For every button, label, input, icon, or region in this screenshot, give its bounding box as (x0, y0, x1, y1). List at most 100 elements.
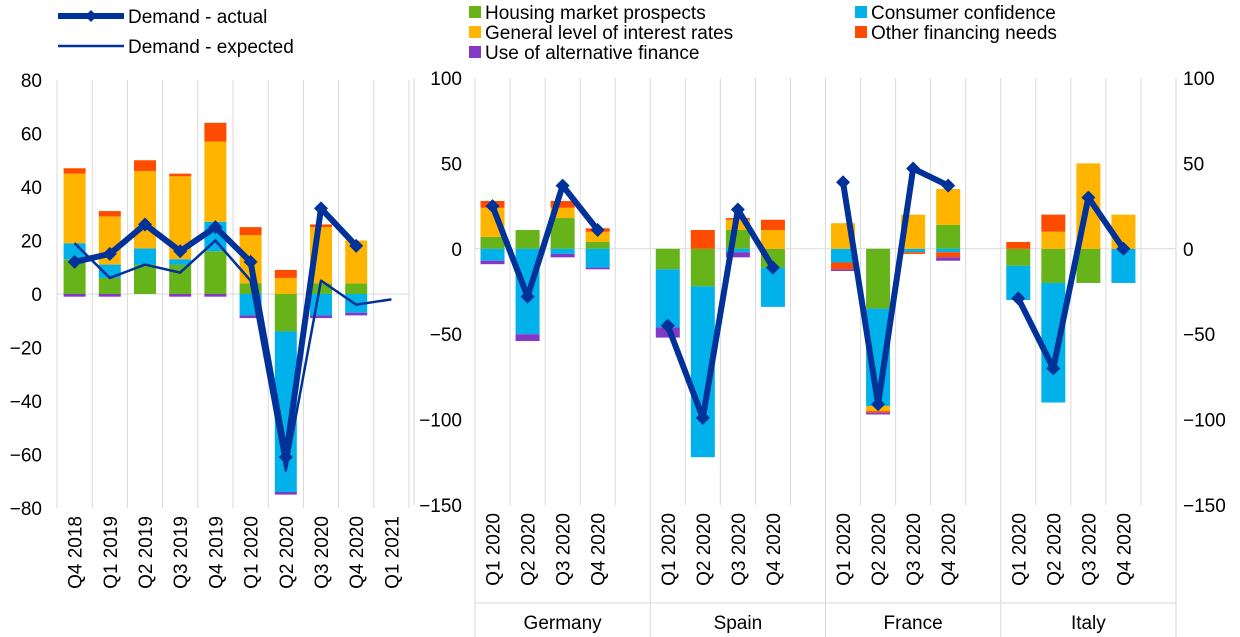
legend-label-other: Other financing needs (871, 23, 1057, 44)
y-tick-label-left-80: 80 (21, 71, 42, 92)
x-tick-label-left-8: Q4 2020 (347, 516, 368, 589)
bar-alt_finance-left-4 (204, 294, 227, 297)
y-tick-label-left-20: 20 (21, 232, 42, 253)
y-tick-label-right-left-100: 100 (430, 69, 462, 90)
x-tick-label-right-0-0: Q1 2020 (484, 513, 505, 586)
bar-other-left-3 (169, 173, 192, 177)
marker-actual-right-0-0 (485, 199, 500, 214)
x-tick-label-right-1-3: Q4 2020 (764, 513, 785, 586)
bar-other-right-2-3 (936, 252, 961, 258)
marker-actual-right-2-0 (836, 175, 851, 190)
bar-alt_finance-left-8 (345, 312, 368, 316)
y-tick-label-right-left-0: 0 (451, 240, 462, 261)
bar-housing-left-8 (345, 283, 368, 294)
bar-alt_finance-right-0-0 (480, 260, 505, 265)
bar-alt_finance-right-0-2 (550, 253, 575, 258)
bar-consumer-right-0-2 (550, 248, 575, 254)
bar-housing-right-0-0 (480, 236, 505, 249)
bar-alt_finance-left-6 (274, 491, 297, 495)
legend-item-other: Other financing needs (855, 23, 1057, 44)
bar-housing-right-3-2 (1076, 248, 1101, 283)
bar-alt_finance-left-5 (239, 315, 262, 319)
y-tick-label-right-left--100: −100 (419, 411, 462, 432)
bar-other-left-6 (274, 269, 297, 278)
right-chart-panel: −150 −150 −100 −100 −50 −50 0 0 50 50 100 100 Q1 202… (413, 69, 1226, 637)
marker-actual-left-8 (349, 238, 364, 253)
bar-interest-left-2 (134, 170, 156, 249)
bar-housing-left-5 (239, 283, 262, 294)
legend-item-consumer: Consumer confidence (855, 3, 1056, 24)
legend-label-housing: Housing market prospects (485, 3, 706, 24)
bar-housing-right-1-0 (655, 248, 680, 270)
x-tick-label-right-0-3: Q4 2020 (589, 513, 610, 586)
x-tick-label-right-1-2: Q3 2020 (729, 513, 750, 586)
line-actual-right-2 (840, 165, 950, 408)
group-label-italy: Italy (1071, 613, 1106, 634)
legend-swatch-interest (469, 26, 481, 38)
bar-interest-left-3 (169, 176, 192, 260)
bar-alt_finance-right-0-3 (585, 267, 610, 270)
bar-housing-right-0-2 (550, 218, 575, 249)
legend-label-consumer: Consumer confidence (871, 3, 1056, 24)
bar-housing-right-3-1 (1041, 248, 1066, 283)
line-actual-right-3 (1015, 194, 1126, 372)
legend-item-housing: Housing market prospects (469, 3, 706, 24)
bar-consumer-right-2-3 (936, 248, 961, 253)
bar-interest-right-2-3 (936, 189, 961, 225)
x-tick-label-left-3: Q3 2019 (171, 516, 192, 589)
bar-consumer-right-2-2 (901, 248, 926, 253)
group-label-germany: Germany (524, 613, 603, 634)
bar-housing-left-7 (310, 283, 332, 294)
x-tick-label-right-0-2: Q3 2020 (554, 513, 575, 586)
line-expected-left (73, 239, 392, 472)
bar-alt_finance-left-3 (169, 294, 192, 297)
legend-item-actual: Demand - actual (58, 7, 267, 28)
bar-housing-right-1-1 (690, 248, 715, 287)
bar-alt_finance-right-2-1 (866, 412, 891, 415)
legend-swatch-housing (469, 6, 481, 18)
legend-swatch-consumer (855, 6, 867, 18)
marker-actual-left-5 (243, 254, 258, 269)
x-tick-label-right-2-3: Q4 2020 (939, 513, 960, 586)
legend-swatch-alt-finance (469, 46, 481, 58)
marker-actual-right-2-1 (871, 397, 886, 412)
bar-other-right-3-0 (1006, 241, 1031, 249)
marker-actual-left-4 (208, 220, 223, 235)
bar-consumer-right-0-3 (585, 248, 610, 268)
left-chart-panel: −80 −60 −40 −20 0 20 40 60 80 Q4 2018 Q1 2019 Q2 20… (10, 71, 410, 589)
bar-housing-left-2 (134, 264, 156, 294)
bar-other-right-2-2 (901, 252, 926, 254)
x-tick-label-right-1-1: Q2 2020 (694, 513, 715, 586)
x-tick-label-left-9: Q1 2021 (382, 516, 403, 589)
x-tick-label-right-1-0: Q1 2020 (659, 513, 680, 586)
legend-item-expected: Demand - expected (58, 37, 294, 58)
marker-actual-right-3-2 (1081, 190, 1096, 205)
marker-actual-right-3-1 (1046, 361, 1061, 376)
bar-other-left-5 (239, 227, 262, 236)
bar-other-left-2 (134, 160, 156, 171)
legend: Demand - actual Demand - expected Housin… (58, 3, 1057, 64)
bar-interest-right-1-3 (760, 230, 785, 249)
bar-housing-left-0 (63, 259, 86, 294)
y-tick-label-right-right--50: −50 (1183, 325, 1215, 346)
line-actual-right-0 (489, 182, 601, 300)
x-tick-label-right-2-2: Q3 2020 (904, 513, 925, 586)
x-tick-label-right-0-1: Q2 2020 (519, 513, 540, 586)
bar-housing-right-3-0 (1006, 248, 1031, 266)
bar-other-right-1-1 (690, 230, 715, 249)
group-label-france: France (884, 613, 943, 634)
bar-alt_finance-left-1 (98, 294, 121, 297)
marker-actual-right-1-3 (765, 260, 780, 275)
x-tick-label-right-2-0: Q1 2020 (834, 513, 855, 586)
marker-actual-left-0 (67, 254, 82, 269)
legend-item-alt-finance: Use of alternative finance (469, 43, 699, 64)
bar-alt_finance-left-0 (63, 294, 86, 297)
bar-consumer-left-6 (274, 331, 297, 492)
x-tick-label-left-2: Q2 2019 (136, 516, 157, 589)
y-tick-label-right-right--100: −100 (1183, 411, 1226, 432)
bar-interest-left-6 (274, 277, 297, 294)
bar-housing-left-1 (98, 277, 121, 294)
y-tick-label-right-left--50: −50 (430, 325, 462, 346)
marker-actual-left-3 (173, 244, 188, 259)
